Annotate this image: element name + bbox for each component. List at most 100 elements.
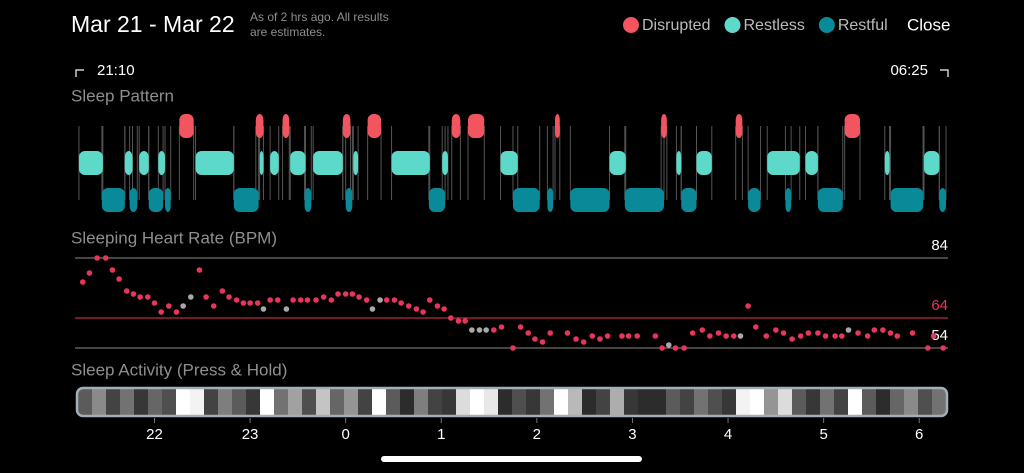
- hr-dot: [780, 330, 787, 336]
- activity-cell: [134, 389, 149, 415]
- section-label: Sleep Pattern: [71, 86, 174, 105]
- hr-dot: [434, 303, 441, 309]
- stage-segment: [367, 114, 382, 138]
- stage-segment: [342, 114, 351, 138]
- hr-tick-label: 54: [931, 327, 948, 344]
- stage-segment: [313, 151, 343, 175]
- x-tick-label: 5: [819, 426, 827, 443]
- activity-cell: [890, 389, 905, 415]
- hr-dot: [789, 336, 795, 342]
- hr-dot: [737, 333, 744, 339]
- stage-segment: [735, 114, 743, 138]
- stage-segment: [179, 114, 194, 138]
- hr-dot: [745, 303, 751, 309]
- hr-dot: [260, 306, 267, 312]
- activity-cell: [456, 389, 471, 415]
- stage-segment: [844, 114, 860, 138]
- hr-dot: [369, 306, 376, 312]
- hr-dot: [672, 345, 679, 351]
- hr-dot: [210, 303, 217, 309]
- activity-cell: [680, 389, 695, 415]
- hr-dot: [383, 297, 390, 303]
- activity-cell: [694, 389, 709, 415]
- hr-dot: [109, 267, 116, 273]
- activity-cell: [372, 389, 387, 415]
- hr-dot: [94, 255, 100, 261]
- activity-cell: [302, 389, 317, 415]
- hr-dot: [342, 291, 349, 297]
- legend-swatch: [623, 17, 639, 33]
- legend-swatch: [818, 17, 835, 33]
- hr-dot: [805, 330, 812, 336]
- stage-segment: [353, 151, 359, 175]
- hr-dot: [79, 279, 86, 285]
- activity-cell: [554, 389, 569, 415]
- activity-cell: [624, 389, 639, 415]
- hr-dot: [855, 330, 861, 336]
- hr-dot: [240, 300, 247, 306]
- stage-segment: [547, 188, 554, 212]
- activity-cell: [260, 389, 275, 415]
- activity-cell: [148, 389, 163, 415]
- hr-dot: [130, 291, 137, 297]
- activity-frame: [75, 386, 949, 418]
- activity-cell: [666, 389, 681, 415]
- hr-dot: [510, 345, 516, 351]
- start-bracket: [75, 69, 84, 77]
- hr-dot: [173, 309, 180, 315]
- activity-cell: [316, 389, 331, 415]
- hr-dot: [247, 300, 253, 306]
- activity-cell: [106, 389, 121, 415]
- hr-dot: [564, 330, 571, 336]
- activity-cell: [540, 389, 555, 415]
- stage-segment: [282, 114, 290, 138]
- x-tick-label: 2: [533, 426, 541, 443]
- activity-cell: [498, 389, 513, 415]
- stage-segment: [139, 151, 149, 175]
- hr-dot: [699, 327, 706, 333]
- activity-cell: [204, 389, 219, 415]
- activity-cell: [218, 389, 233, 415]
- hr-dot: [689, 330, 696, 336]
- hr-dot: [297, 297, 304, 303]
- end-time: 06:25: [890, 62, 928, 79]
- activity-cell: [120, 389, 135, 415]
- stage-segment: [158, 151, 165, 175]
- activity-cell: [78, 389, 93, 415]
- stage-segment: [468, 114, 485, 138]
- hr-dot: [267, 297, 273, 303]
- hr-dot: [469, 327, 475, 333]
- activity-cell: [162, 389, 177, 415]
- stage-segment: [255, 114, 264, 138]
- hr-dot: [144, 294, 151, 300]
- hr-dot: [391, 297, 398, 303]
- stage-segment: [500, 151, 518, 175]
- activity-cell: [596, 389, 611, 415]
- hr-dot: [203, 294, 209, 300]
- activity-cell: [246, 389, 261, 415]
- activity-cell: [708, 389, 723, 415]
- stage-segment: [304, 188, 312, 212]
- hr-dot: [763, 333, 770, 339]
- activity-cell: [428, 389, 443, 415]
- stage-segment: [78, 151, 103, 175]
- stage-segment: [609, 151, 626, 175]
- activity-cell: [792, 389, 807, 415]
- hr-dot: [925, 345, 931, 351]
- activity-cell: [932, 389, 947, 415]
- stage-segment: [259, 151, 264, 175]
- activity-cell: [92, 389, 107, 415]
- hr-dot: [483, 327, 489, 333]
- stage-segment: [817, 188, 843, 212]
- close-button[interactable]: Close: [907, 15, 950, 34]
- hr-dot: [398, 300, 404, 306]
- x-tick-label: 23: [242, 426, 259, 443]
- stage-segment: [676, 151, 682, 175]
- stage-segment: [391, 151, 430, 175]
- hr-dot: [455, 318, 462, 324]
- note-line: are estimates.: [250, 25, 325, 39]
- activity-cell: [288, 389, 303, 415]
- hr-dot: [604, 333, 611, 339]
- x-tick-label: 4: [724, 426, 732, 443]
- stage-segment: [451, 114, 461, 138]
